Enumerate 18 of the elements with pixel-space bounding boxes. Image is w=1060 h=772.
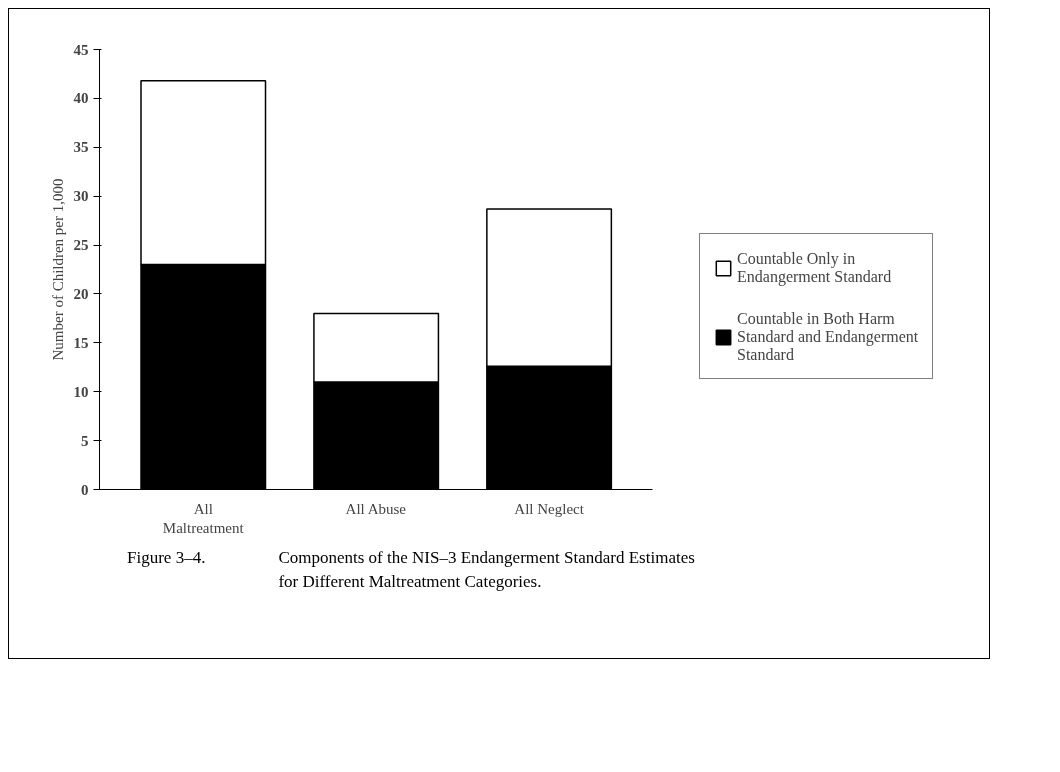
x-tick-label: All Abuse bbox=[345, 500, 407, 517]
y-tick-label: 35 bbox=[73, 139, 89, 156]
y-tick-label: 30 bbox=[73, 188, 89, 205]
y-axis-title: Number of Children per 1,000 bbox=[49, 178, 66, 361]
y-tick-label: 40 bbox=[73, 90, 89, 107]
legend-label: Countable Only in Endangerment Standard bbox=[737, 249, 892, 288]
y-tick-label: 10 bbox=[73, 383, 89, 400]
caption: Figure 3–4. bbox=[126, 547, 207, 569]
x-tick-label: All Maltreatment bbox=[162, 500, 245, 536]
y-tick-label: 25 bbox=[73, 237, 89, 254]
y-tick-label: 5 bbox=[81, 432, 89, 449]
y-tick-label: 20 bbox=[73, 285, 89, 302]
text: Components of the NIS–3 Endangerment Standard Estimates for Different Maltreatment Categories. bbox=[277, 547, 696, 594]
legend-label: Countable in Both Harm Standard and Endangerment Standard bbox=[737, 310, 919, 364]
y-tick-label: 45 bbox=[73, 41, 89, 58]
y-tick-label: 0 bbox=[81, 481, 89, 498]
x-tick-label: All Neglect bbox=[514, 500, 585, 517]
y-tick-label: 15 bbox=[73, 334, 89, 351]
